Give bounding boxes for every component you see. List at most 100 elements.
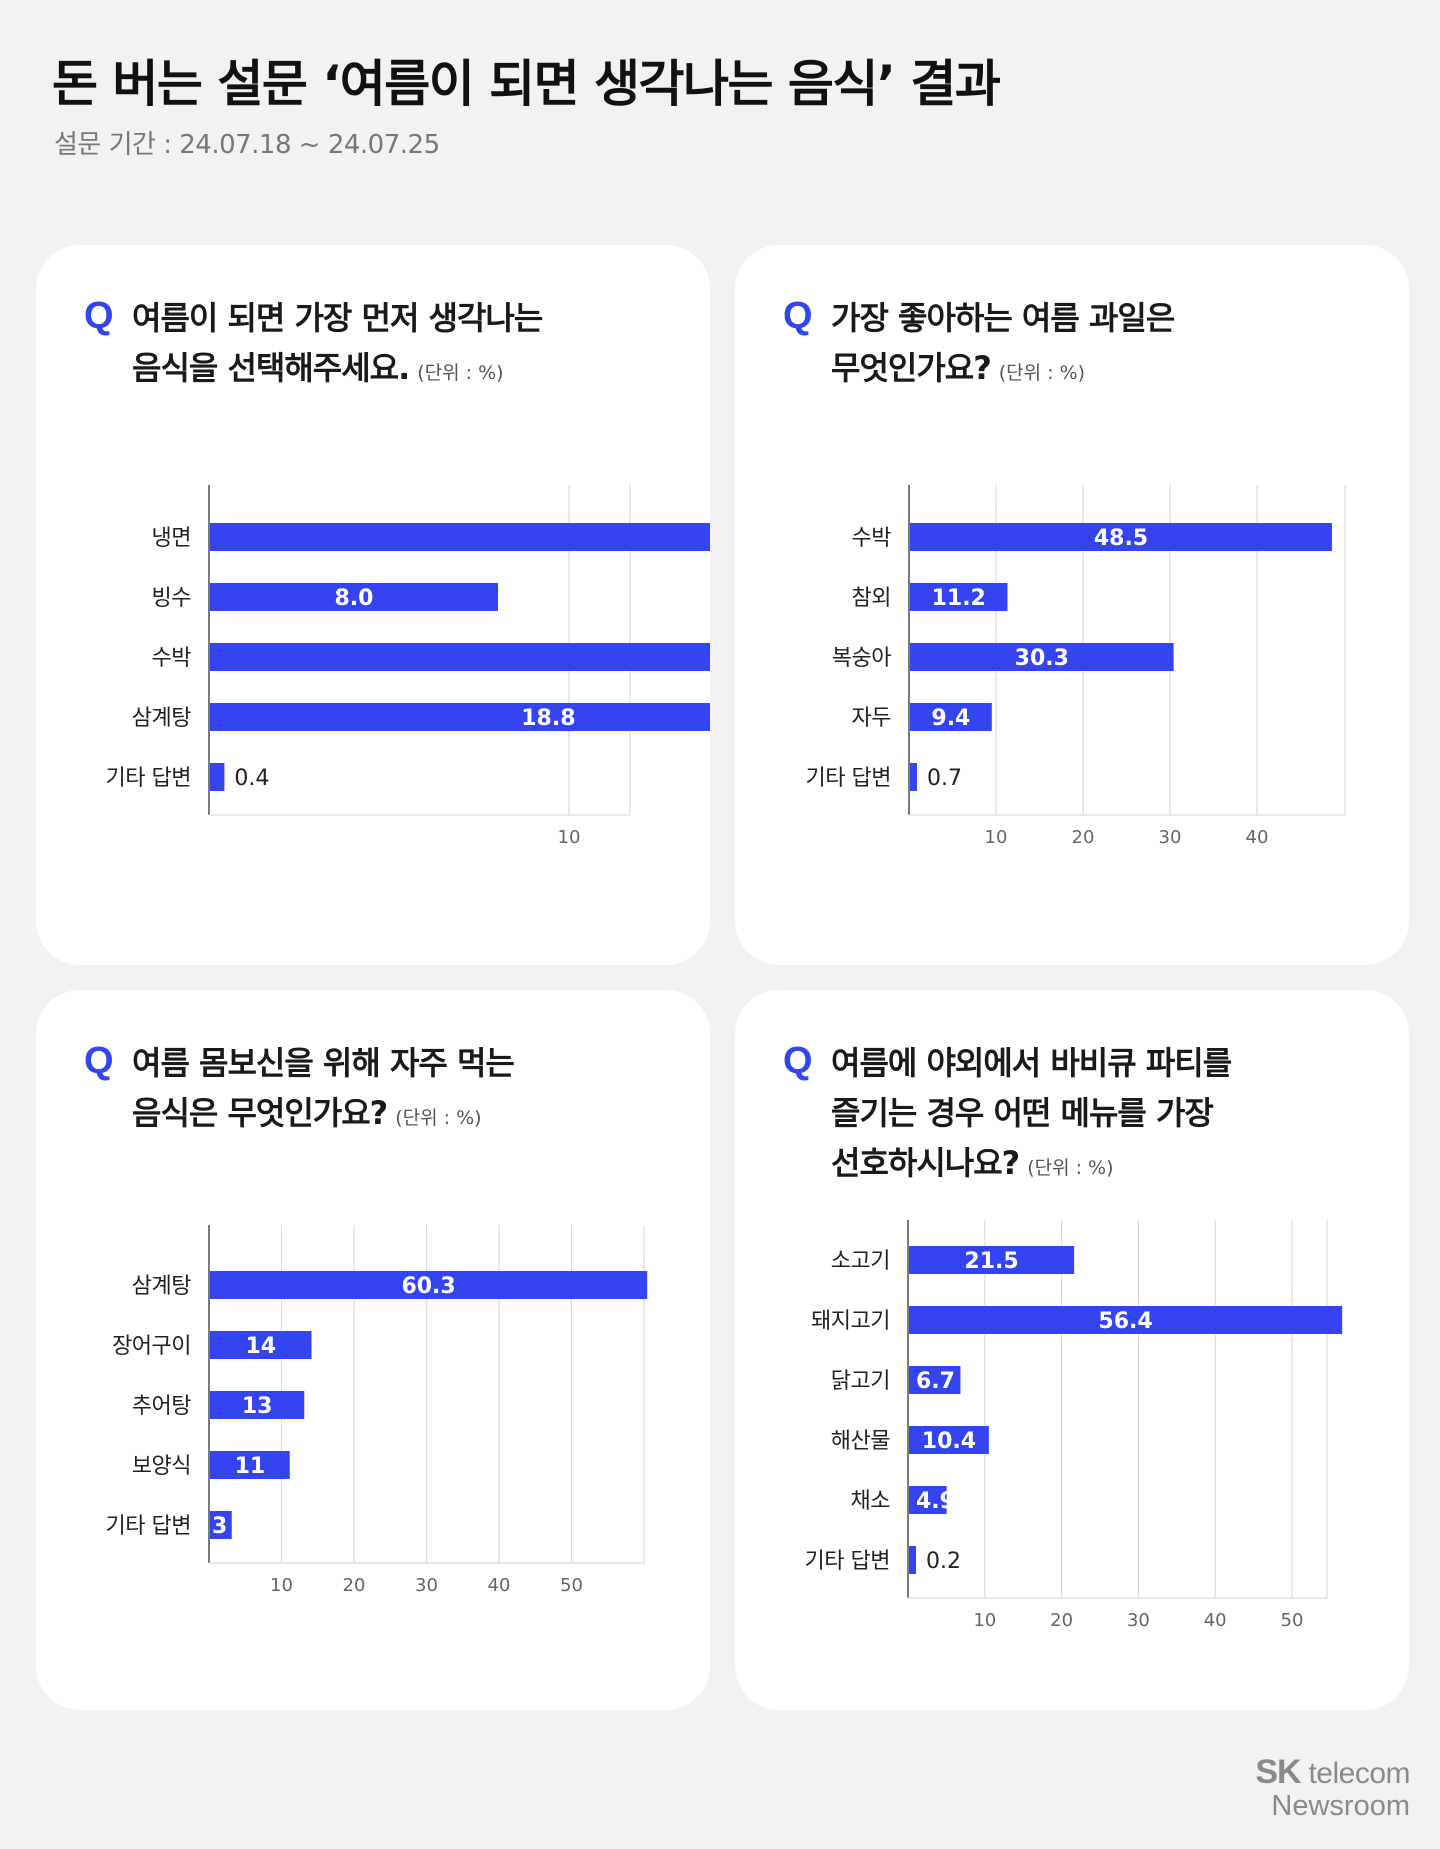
question-line: 가장 좋아하는 여름 과일은 <box>831 299 1175 337</box>
question-mark-icon: Q <box>84 295 114 337</box>
category-label: 닭고기 <box>831 1369 890 1394</box>
category-label: 장어구이 <box>112 1334 191 1359</box>
x-tick-label: 50 <box>1281 1610 1304 1631</box>
logo-brand-line: SK telecom <box>1255 1753 1410 1792</box>
x-tick-label: 10 <box>985 827 1008 848</box>
question-mark-icon: Q <box>783 1040 813 1082</box>
sk-telecom-newsroom-logo: SK telecom Newsroom <box>1255 1753 1410 1823</box>
bar <box>210 643 710 671</box>
chart-card-bbq-menu: Q 여름에 야외에서 바비큐 파티를 즐기는 경우 어떤 메뉴를 가장 선호하시… <box>735 990 1409 1710</box>
data-label: 0.4 <box>234 766 269 791</box>
category-label: 수박 <box>852 526 892 551</box>
bar <box>910 763 917 791</box>
unit-label: (단위 : %) <box>417 362 504 384</box>
bar <box>910 703 992 731</box>
bar <box>909 1546 916 1574</box>
question-line: 무엇인가요? (단위 : %) <box>831 343 1391 398</box>
data-label: 11.2 <box>932 586 986 611</box>
category-label: 빙수 <box>152 586 192 611</box>
bar <box>909 1426 989 1454</box>
data-label: 11 <box>235 1454 266 1479</box>
question-line: 여름이 되면 가장 먼저 생각나는 <box>132 299 543 337</box>
data-label: 3 <box>212 1514 227 1539</box>
category-label: 보양식 <box>132 1454 191 1479</box>
question-line: 즐기는 경우 어떤 메뉴를 가장 <box>831 1094 1214 1132</box>
chart-card-summer-fruit: Q 가장 좋아하는 여름 과일은 무엇인가요? (단위 : %) 10 20 30 40… <box>735 245 1409 965</box>
data-label: 14 <box>245 1334 276 1359</box>
question-line: 음식을 선택해주세요. (단위 : %) <box>132 343 692 398</box>
bar-chart: 10 20 30 40 50 소고기 21.5 돼지고기 56.4 닭고기 6.7 해산물 10.4 채소… <box>805 1220 1343 1631</box>
category-label: 자두 <box>852 706 892 731</box>
data-label: 0.7 <box>927 766 962 791</box>
question-line-text: 음식을 선택해주세요. <box>132 349 410 387</box>
data-label: 30.3 <box>1015 646 1069 671</box>
category-label: 삼계탕 <box>132 1274 191 1299</box>
data-label: 18.8 <box>521 706 575 731</box>
category-label: 수박 <box>152 646 192 671</box>
bar <box>210 1451 290 1479</box>
page-title: 돈 버는 설문 ‘여름이 되면 생각나는 음식’ 결과 <box>52 55 1001 113</box>
bar-chart: 102030냉면29.8빙수8.0수박36.6삼계탕18.8기타 답변0.4 <box>106 485 710 848</box>
x-tick-label: 20 <box>1072 827 1095 848</box>
bar <box>909 1486 947 1514</box>
category-label: 해산물 <box>831 1429 890 1454</box>
question-line: 여름 몸보신을 위해 자주 먹는 <box>132 1044 515 1082</box>
data-label: 6.7 <box>916 1369 955 1394</box>
question-mark-icon: Q <box>783 295 813 337</box>
bar <box>210 1511 232 1539</box>
x-tick-label: 20 <box>1050 1610 1073 1631</box>
x-tick-label: 10 <box>558 827 581 848</box>
question-line: 음식은 무엇인가요? (단위 : %) <box>132 1088 692 1143</box>
question-line: 선호하시나요? (단위 : %) <box>831 1138 1391 1193</box>
question-text: 여름 몸보신을 위해 자주 먹는 음식은 무엇인가요? (단위 : %) <box>132 1038 692 1143</box>
question-line-text: 선호하시나요? <box>831 1144 1020 1182</box>
category-label: 돼지고기 <box>811 1309 890 1334</box>
x-tick-label: 30 <box>415 1575 438 1596</box>
x-tick-label: 30 <box>1159 827 1182 848</box>
bar <box>210 1271 648 1299</box>
category-label: 냉면 <box>152 526 191 551</box>
category-label: 기타 답변 <box>106 1514 191 1539</box>
chart-card-cold-noodle: Q 여름이 되면 가장 먼저 생각나는 음식을 선택해주세요. (단위 : %) … <box>36 245 710 965</box>
question-text: 여름이 되면 가장 먼저 생각나는 음식을 선택해주세요. (단위 : %) <box>132 293 692 398</box>
data-label: 0.2 <box>926 1549 961 1574</box>
bar <box>210 583 498 611</box>
bar <box>909 1306 1343 1334</box>
x-tick-label: 50 <box>560 1575 583 1596</box>
bar-chart: 10 20 30 40 수박 48.5 참외 11.2 복숭아 30.3 자두 9.4 기타 답변 0.7 <box>806 485 1346 848</box>
question-text: 가장 좋아하는 여름 과일은 무엇인가요? (단위 : %) <box>831 293 1391 398</box>
chart-card-health-food: Q 여름 몸보신을 위해 자주 먹는 음식은 무엇인가요? (단위 : %) 10… <box>36 990 710 1710</box>
unit-label: (단위 : %) <box>395 1107 482 1129</box>
data-label: 10.4 <box>922 1429 976 1454</box>
data-label: 56.4 <box>1098 1309 1152 1334</box>
x-tick-label: 40 <box>488 1575 511 1596</box>
bar <box>210 1331 312 1359</box>
logo-newsroom: Newsroom <box>1271 1790 1410 1822</box>
bar <box>910 583 1008 611</box>
data-label: 21.5 <box>964 1249 1018 1274</box>
category-label: 채소 <box>851 1489 891 1514</box>
data-label: 4.9 <box>916 1489 955 1514</box>
bar <box>210 763 225 791</box>
question-line: 여름에 야외에서 바비큐 파티를 <box>831 1044 1232 1082</box>
bar <box>210 703 710 731</box>
x-tick-label: 20 <box>343 1575 366 1596</box>
bar-chart: 10 20 30 40 50 삼계탕 60.3 장어구이 14 추어탕 13 보양식 11 기타 답변 3 <box>106 1225 648 1596</box>
data-label: 13 <box>242 1394 273 1419</box>
bar <box>910 643 1174 671</box>
question-line-text: 음식은 무엇인가요? <box>132 1094 388 1132</box>
category-label: 추어탕 <box>132 1394 191 1419</box>
category-label: 기타 답변 <box>106 766 191 791</box>
bar <box>210 1391 305 1419</box>
question-line-text: 무엇인가요? <box>831 349 992 387</box>
x-tick-label: 40 <box>1204 1610 1227 1631</box>
logo-sk: SK <box>1255 1753 1301 1791</box>
unit-label: (단위 : %) <box>998 362 1086 384</box>
data-label: 8.0 <box>335 586 374 611</box>
x-tick-label: 10 <box>973 1610 996 1631</box>
category-label: 복숭아 <box>832 646 891 671</box>
category-label: 소고기 <box>831 1249 890 1274</box>
question-mark-icon: Q <box>84 1040 114 1082</box>
x-tick-label: 10 <box>270 1575 293 1596</box>
bar <box>909 1366 961 1394</box>
